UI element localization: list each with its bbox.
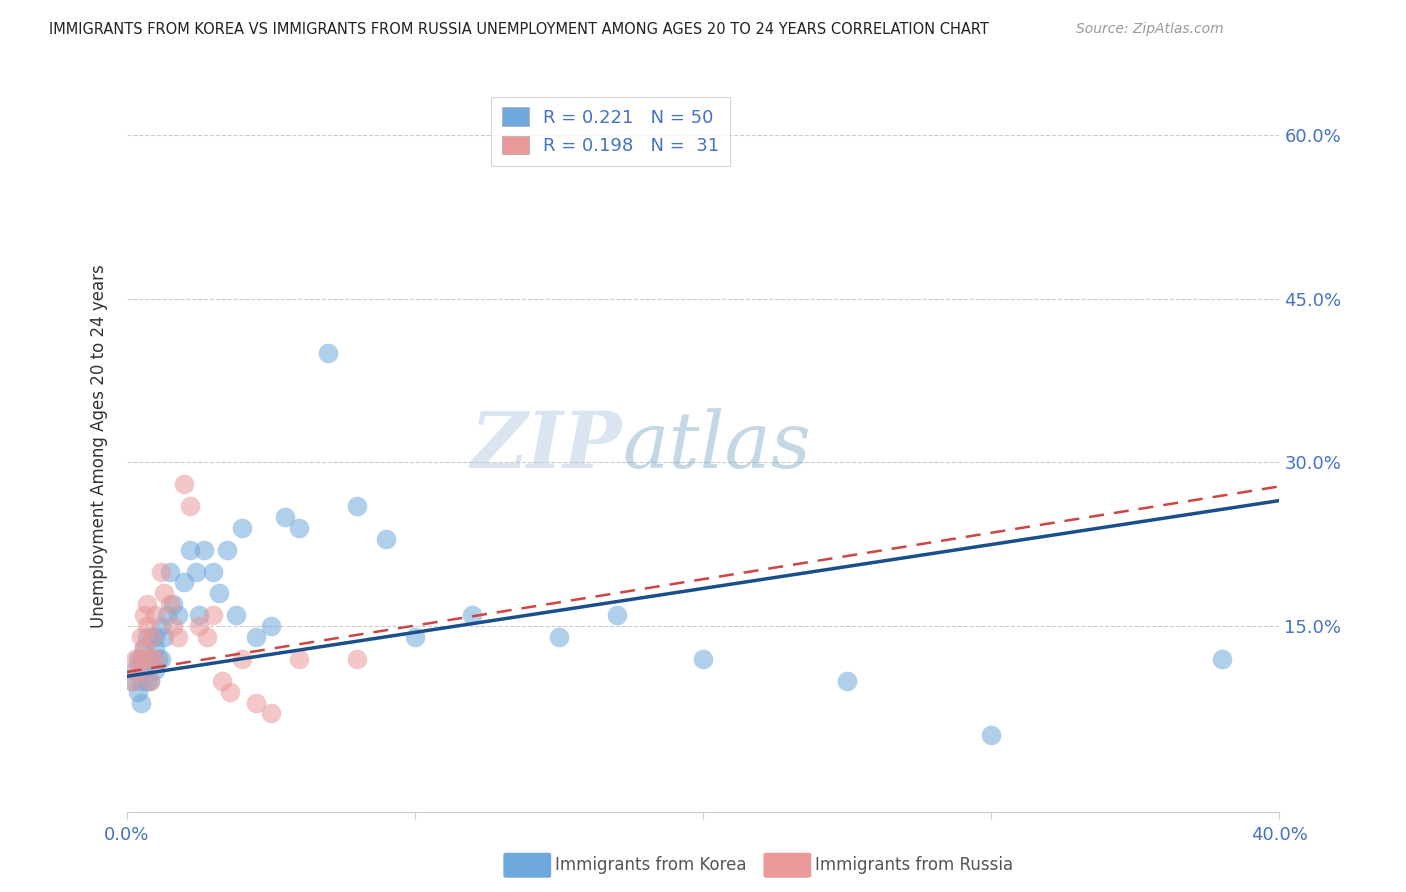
Point <box>208 586 231 600</box>
Point <box>127 663 149 677</box>
Point <box>138 673 160 688</box>
Point <box>374 532 398 546</box>
Y-axis label: Unemployment Among Ages 20 to 24 years: Unemployment Among Ages 20 to 24 years <box>90 264 108 628</box>
Text: atlas: atlas <box>623 408 811 484</box>
Point <box>1211 652 1233 666</box>
Text: Source: ZipAtlas.com: Source: ZipAtlas.com <box>1076 22 1223 37</box>
Point <box>835 673 858 688</box>
Point <box>153 630 176 644</box>
Point <box>121 673 143 688</box>
Point <box>288 652 311 666</box>
Point <box>606 608 628 623</box>
Point <box>135 673 157 688</box>
Point <box>132 640 155 655</box>
Point <box>162 597 184 611</box>
Point <box>150 565 173 579</box>
Point <box>187 619 209 633</box>
Point <box>187 608 209 623</box>
Text: ZIP: ZIP <box>471 408 623 484</box>
Point <box>132 608 155 623</box>
Point <box>318 346 340 360</box>
Legend: R = 0.221   N = 50, R = 0.198   N =  31: R = 0.221 N = 50, R = 0.198 N = 31 <box>491 96 731 166</box>
Point <box>132 663 155 677</box>
Point <box>259 619 281 633</box>
Point <box>167 608 190 623</box>
Point <box>692 652 714 666</box>
Point <box>138 673 160 688</box>
Point <box>138 652 160 666</box>
Point <box>173 477 195 491</box>
Point <box>150 652 173 666</box>
Point <box>173 575 195 590</box>
Point <box>129 630 152 644</box>
Point <box>202 608 225 623</box>
Point <box>145 630 166 644</box>
Point <box>404 630 426 644</box>
Point <box>193 542 215 557</box>
Point <box>124 663 146 677</box>
Point <box>217 542 239 557</box>
Point <box>129 673 152 688</box>
Point <box>179 542 201 557</box>
Point <box>167 630 190 644</box>
Point <box>135 630 157 644</box>
Point <box>150 619 173 633</box>
Point <box>135 597 157 611</box>
Point <box>195 630 218 644</box>
Point <box>153 586 176 600</box>
Point <box>245 630 267 644</box>
Point <box>127 652 149 666</box>
Point <box>274 510 297 524</box>
Point <box>259 706 281 721</box>
Text: IMMIGRANTS FROM KOREA VS IMMIGRANTS FROM RUSSIA UNEMPLOYMENT AMONG AGES 20 TO 24: IMMIGRANTS FROM KOREA VS IMMIGRANTS FROM… <box>49 22 988 37</box>
Point <box>461 608 484 623</box>
Point <box>145 640 166 655</box>
Point <box>245 696 267 710</box>
Point <box>346 499 368 513</box>
Point <box>145 608 166 623</box>
Point <box>135 619 157 633</box>
Point <box>548 630 571 644</box>
Point <box>141 630 163 644</box>
Point <box>179 499 201 513</box>
Point <box>162 619 184 633</box>
Point <box>129 652 152 666</box>
Point <box>211 673 233 688</box>
Point <box>288 521 311 535</box>
Point <box>219 684 242 698</box>
Point <box>231 652 253 666</box>
Point <box>145 663 166 677</box>
Text: Immigrants from Russia: Immigrants from Russia <box>815 856 1014 874</box>
Point <box>184 565 207 579</box>
Point <box>121 673 143 688</box>
Point <box>132 640 155 655</box>
Point <box>156 608 179 623</box>
Point <box>145 652 166 666</box>
Point <box>129 696 152 710</box>
Point <box>225 608 247 623</box>
Point <box>159 565 181 579</box>
Point <box>127 684 149 698</box>
Point <box>159 597 181 611</box>
Point <box>138 652 160 666</box>
Point <box>141 630 163 644</box>
Point <box>148 652 170 666</box>
Point <box>346 652 368 666</box>
Point <box>124 652 146 666</box>
Point <box>231 521 253 535</box>
Text: Immigrants from Korea: Immigrants from Korea <box>555 856 747 874</box>
Point <box>202 565 225 579</box>
Point <box>980 728 1002 742</box>
Point <box>129 652 152 666</box>
